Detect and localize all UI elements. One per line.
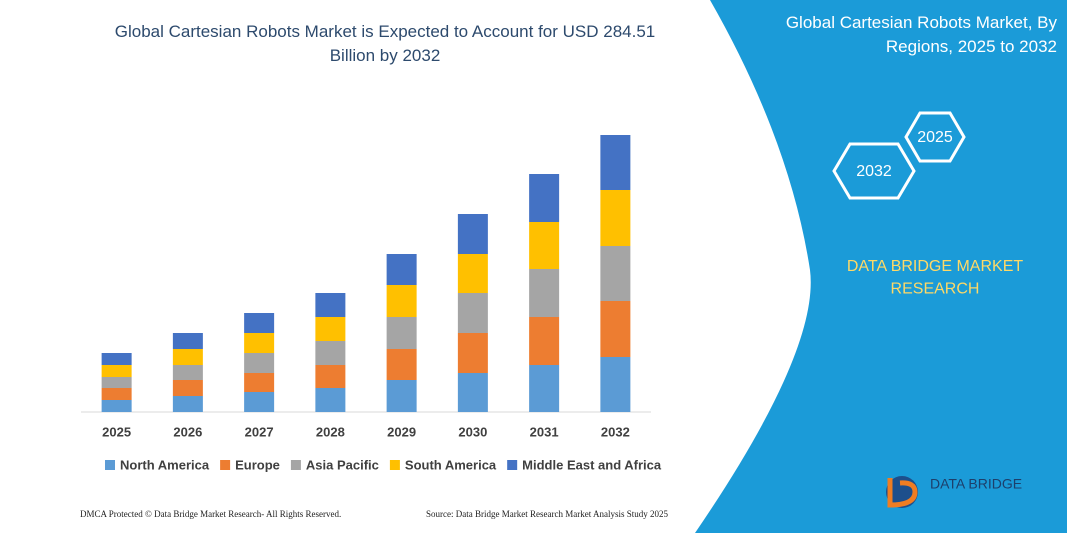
bar-segment [315, 317, 346, 341]
bar-segment [457, 254, 488, 293]
bar-segment [315, 365, 346, 388]
legend-label: Europe [235, 457, 280, 472]
bar-segment [101, 365, 132, 377]
bar-segment [600, 246, 631, 301]
bar-segment [529, 269, 560, 317]
bar-segment [172, 396, 203, 412]
footer-left: DMCA Protected © Data Bridge Market Rese… [80, 509, 341, 519]
legend-swatch [389, 460, 400, 470]
side-panel [695, 0, 1067, 533]
bar-segment [457, 373, 488, 412]
panel-title: Global Cartesian Robots Market, By Region… [786, 13, 1058, 56]
x-tick-label: 2029 [387, 424, 416, 439]
bar-segment [315, 293, 346, 317]
legend-swatch [220, 460, 231, 470]
bar-segment [457, 293, 488, 333]
bar-segment [529, 174, 560, 222]
bar-segment [244, 392, 275, 412]
x-tick-label: 2030 [458, 424, 487, 439]
x-tick-label: 2031 [530, 424, 559, 439]
footer-right: Source: Data Bridge Market Research Mark… [426, 509, 668, 519]
bar-segment [600, 190, 631, 246]
bar-segment [600, 357, 631, 412]
hexagon [832, 142, 916, 200]
bar-segment [529, 317, 560, 365]
bar-segment [101, 353, 132, 365]
bar-segment [600, 301, 631, 357]
bar-segment [101, 388, 132, 400]
bar-segment [457, 214, 488, 254]
legend-swatch [290, 460, 301, 470]
brand: DATA BRIDGE MARKET RESEARCH [847, 258, 1024, 297]
bar-segment [386, 349, 417, 380]
bar-segment [172, 333, 203, 349]
bar-segment [386, 380, 417, 412]
legend-swatch [105, 460, 115, 470]
bar-segment [244, 313, 275, 333]
legend-label: North America [120, 457, 210, 472]
bar-segment [386, 285, 417, 317]
bar-segment [172, 349, 203, 365]
logo-mark [887, 478, 918, 508]
chart-title: Global Cartesian Robots Market is Expect… [115, 22, 656, 65]
x-tick-label: 2026 [173, 424, 202, 439]
bar-segment [457, 333, 488, 373]
legend-label: South America [405, 457, 497, 472]
legend-swatch [507, 460, 518, 470]
legend-label: Middle East and Africa [522, 457, 662, 472]
hexagon-label: 2025 [917, 129, 953, 146]
legend-label: Asia Pacific [306, 457, 379, 472]
bar-segment [244, 333, 275, 353]
x-tick-label: 2027 [245, 424, 274, 439]
bar-segment [172, 380, 203, 396]
bar-segment [244, 353, 275, 373]
bar-segment [101, 377, 132, 388]
bar-segment [386, 317, 417, 349]
hexagon-label: 2032 [856, 163, 892, 180]
bar-segment [529, 365, 560, 412]
bar-segment [172, 365, 203, 380]
bar-segment [244, 373, 275, 392]
bar-segment [315, 341, 346, 365]
bar-segment [529, 222, 560, 269]
x-tick-label: 2028 [316, 424, 345, 439]
x-tick-label: 2025 [102, 424, 131, 439]
bar-segment [101, 400, 132, 412]
bar-segment [315, 388, 346, 412]
hexagon [904, 111, 966, 163]
logo-text: DATA BRIDGE [930, 476, 1022, 492]
bar-segment [386, 254, 417, 285]
bar-segment [600, 135, 631, 190]
x-tick-label: 2032 [601, 424, 630, 439]
